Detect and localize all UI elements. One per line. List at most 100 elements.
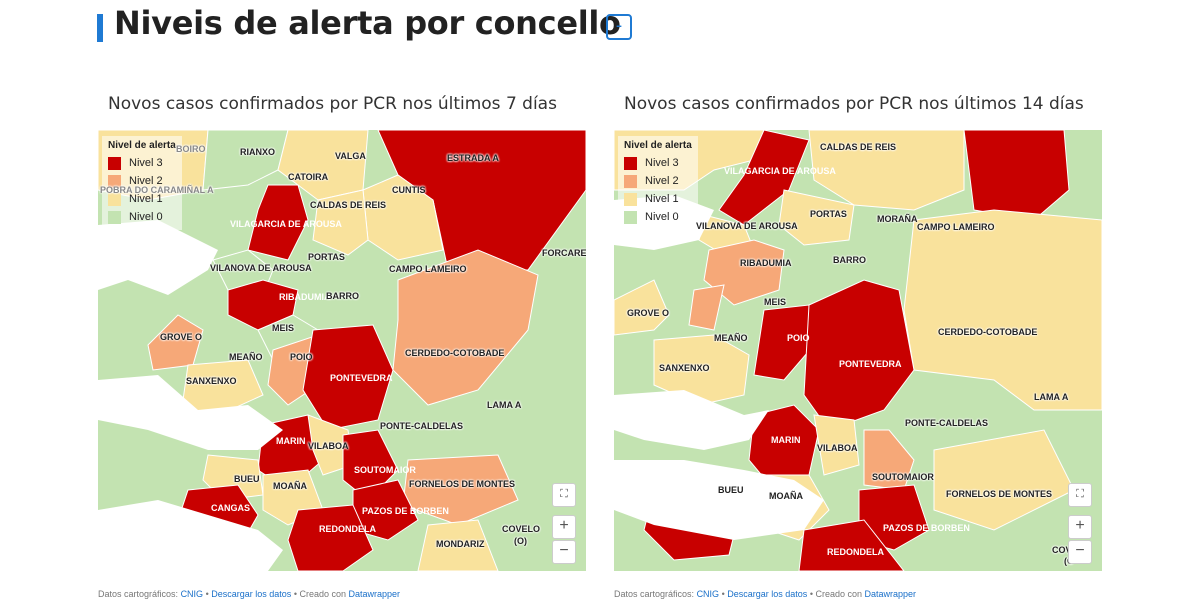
zoom-in-button[interactable]: +	[552, 515, 576, 539]
legend: Nivel de alerta Nivel 3 Nivel 2 Nivel 1 …	[102, 136, 182, 230]
zoom-out-button[interactable]: −	[552, 540, 576, 564]
zoom-in-button[interactable]: +	[1068, 515, 1092, 539]
place-label: CALDAS DE REIS	[820, 142, 897, 152]
place-label: CALDAS DE REIS	[310, 200, 387, 210]
legend-swatch	[108, 174, 121, 188]
sea-ria-vigo	[98, 500, 283, 571]
place-label: POIO	[290, 352, 313, 362]
datawrapper-link[interactable]: Datawrapper	[864, 589, 917, 599]
region-redondela	[798, 519, 905, 571]
download-data-link[interactable]: Descargar los datos	[727, 589, 808, 599]
map-footer: Datos cartográficos: CNIG • Descargar lo…	[98, 589, 400, 599]
footer-created: Creado con	[299, 589, 347, 599]
map-svg	[614, 130, 1102, 571]
sea-ria-arousa	[98, 220, 218, 295]
collapse-button[interactable]: -	[606, 14, 632, 40]
source-link[interactable]: CNIG	[180, 589, 204, 599]
legend-item-nivel1: Nivel 1	[624, 190, 692, 208]
sea-ria-pontevedra	[98, 375, 283, 450]
place-label: PONTE-CALDELAS	[905, 418, 988, 428]
place-label: MEAÑO	[229, 352, 263, 362]
zoom-out-button[interactable]: −	[1068, 540, 1092, 564]
region-vilaboa	[813, 414, 860, 476]
choropleth-map[interactable]: Nivel de alerta Nivel 3 Nivel 2 Nivel 1 …	[614, 130, 1102, 571]
source-link[interactable]: CNIG	[696, 589, 720, 599]
region-grove	[147, 314, 204, 371]
legend-label: Nivel 1	[129, 193, 163, 205]
place-label: SANXENXO	[186, 376, 237, 386]
download-data-link[interactable]: Descargar los datos	[211, 589, 292, 599]
region-pontevedra	[302, 324, 394, 431]
region-pontevedra	[803, 279, 915, 431]
place-label: PONTEVEDRA	[330, 373, 393, 383]
place-label: REDONDELA	[319, 524, 377, 534]
place-label: VILABOA	[308, 441, 349, 451]
map-svg	[98, 130, 586, 571]
place-label: POIO	[787, 333, 810, 343]
choropleth-map[interactable]: Nivel de alerta Nivel 3 Nivel 2 Nivel 1 …	[98, 130, 586, 571]
place-label: (O)	[514, 536, 527, 546]
footer-sep: •	[293, 589, 297, 599]
place-label: FORNELOS DE MONTES	[409, 479, 516, 489]
place-label: VILAGARCIA DE AROUSA	[230, 219, 342, 229]
region-vilagarcia	[247, 184, 309, 261]
region-portas	[778, 189, 855, 246]
place-label: BUEU	[718, 485, 744, 495]
legend-label: Nivel 1	[645, 193, 679, 205]
place-label: CANGAS	[211, 503, 251, 513]
legend-title: Nivel de alerta	[108, 140, 176, 151]
footer-prefix: Datos cartográficos:	[98, 589, 179, 599]
legend-item-nivel3: Nivel 3	[108, 154, 176, 172]
place-label: BOIRO	[176, 144, 206, 154]
legend-swatch	[624, 192, 637, 206]
map-footer: Datos cartográficos: CNIG • Descargar lo…	[614, 589, 916, 599]
place-label: REDONDELA	[827, 547, 885, 557]
footer-sep: •	[721, 589, 725, 599]
place-label: MEIS	[272, 323, 295, 333]
place-label: PAZOS DE BORBEN	[883, 523, 970, 533]
legend-label: Nivel 0	[645, 211, 679, 223]
page-title: Niveis de alerta por concello	[114, 4, 621, 42]
place-label: CERDEDO-COTOBADE	[938, 327, 1038, 337]
datawrapper-link[interactable]: Datawrapper	[348, 589, 401, 599]
legend-label: Nivel 2	[129, 175, 163, 187]
place-label: COVELO	[502, 524, 541, 534]
region-redondela	[287, 504, 374, 571]
place-label: SANXENXO	[659, 363, 710, 373]
place-label: CERDEDO-COTOBADE	[405, 348, 505, 358]
legend-label: Nivel 3	[129, 157, 163, 169]
region-caldas	[808, 130, 965, 211]
place-label: POBRA DO CARAMIÑAL A	[100, 185, 214, 195]
place-label: CAMPO LAMEIRO	[917, 222, 995, 232]
legend-swatch	[624, 174, 637, 188]
legend-swatch	[624, 210, 637, 224]
place-label: SOUTOMAIOR	[354, 465, 416, 475]
legend-label: Nivel 0	[129, 211, 163, 223]
legend: Nivel de alerta Nivel 3 Nivel 2 Nivel 1 …	[618, 136, 698, 230]
place-label: MOAÑA	[273, 481, 307, 491]
place-label: BUEU	[234, 474, 260, 484]
place-label: CUNTIS	[392, 185, 426, 195]
region-sanxenxo	[653, 334, 750, 406]
region-grove	[614, 279, 670, 336]
place-label: PORTAS	[810, 209, 847, 219]
place-label: CATOIRA	[288, 172, 329, 182]
region-ribadumia	[703, 239, 785, 306]
fullscreen-button[interactable]: ⛶	[1068, 483, 1092, 507]
region-vilaboa	[307, 414, 354, 476]
place-label: PORTAS	[308, 252, 345, 262]
place-label: FORCAREI	[542, 248, 586, 258]
place-label: CANGAS	[690, 520, 730, 530]
place-label: VALGA	[335, 151, 366, 161]
place-label: MARIN	[276, 436, 306, 446]
legend-item-nivel0: Nivel 0	[624, 208, 692, 226]
region-cerdedo	[903, 209, 1102, 411]
fullscreen-button[interactable]: ⛶	[552, 483, 576, 507]
place-label: VILANOVA DE AROUSA	[696, 221, 798, 231]
footer-created: Creado con	[815, 589, 863, 599]
legend-item-nivel0: Nivel 0	[108, 208, 176, 226]
place-label: MEAÑO	[714, 333, 748, 343]
legend-item-nivel2: Nivel 2	[108, 172, 176, 190]
place-label: COV	[1052, 545, 1072, 555]
place-label: VILANOVA DE AROUSA	[210, 263, 312, 273]
